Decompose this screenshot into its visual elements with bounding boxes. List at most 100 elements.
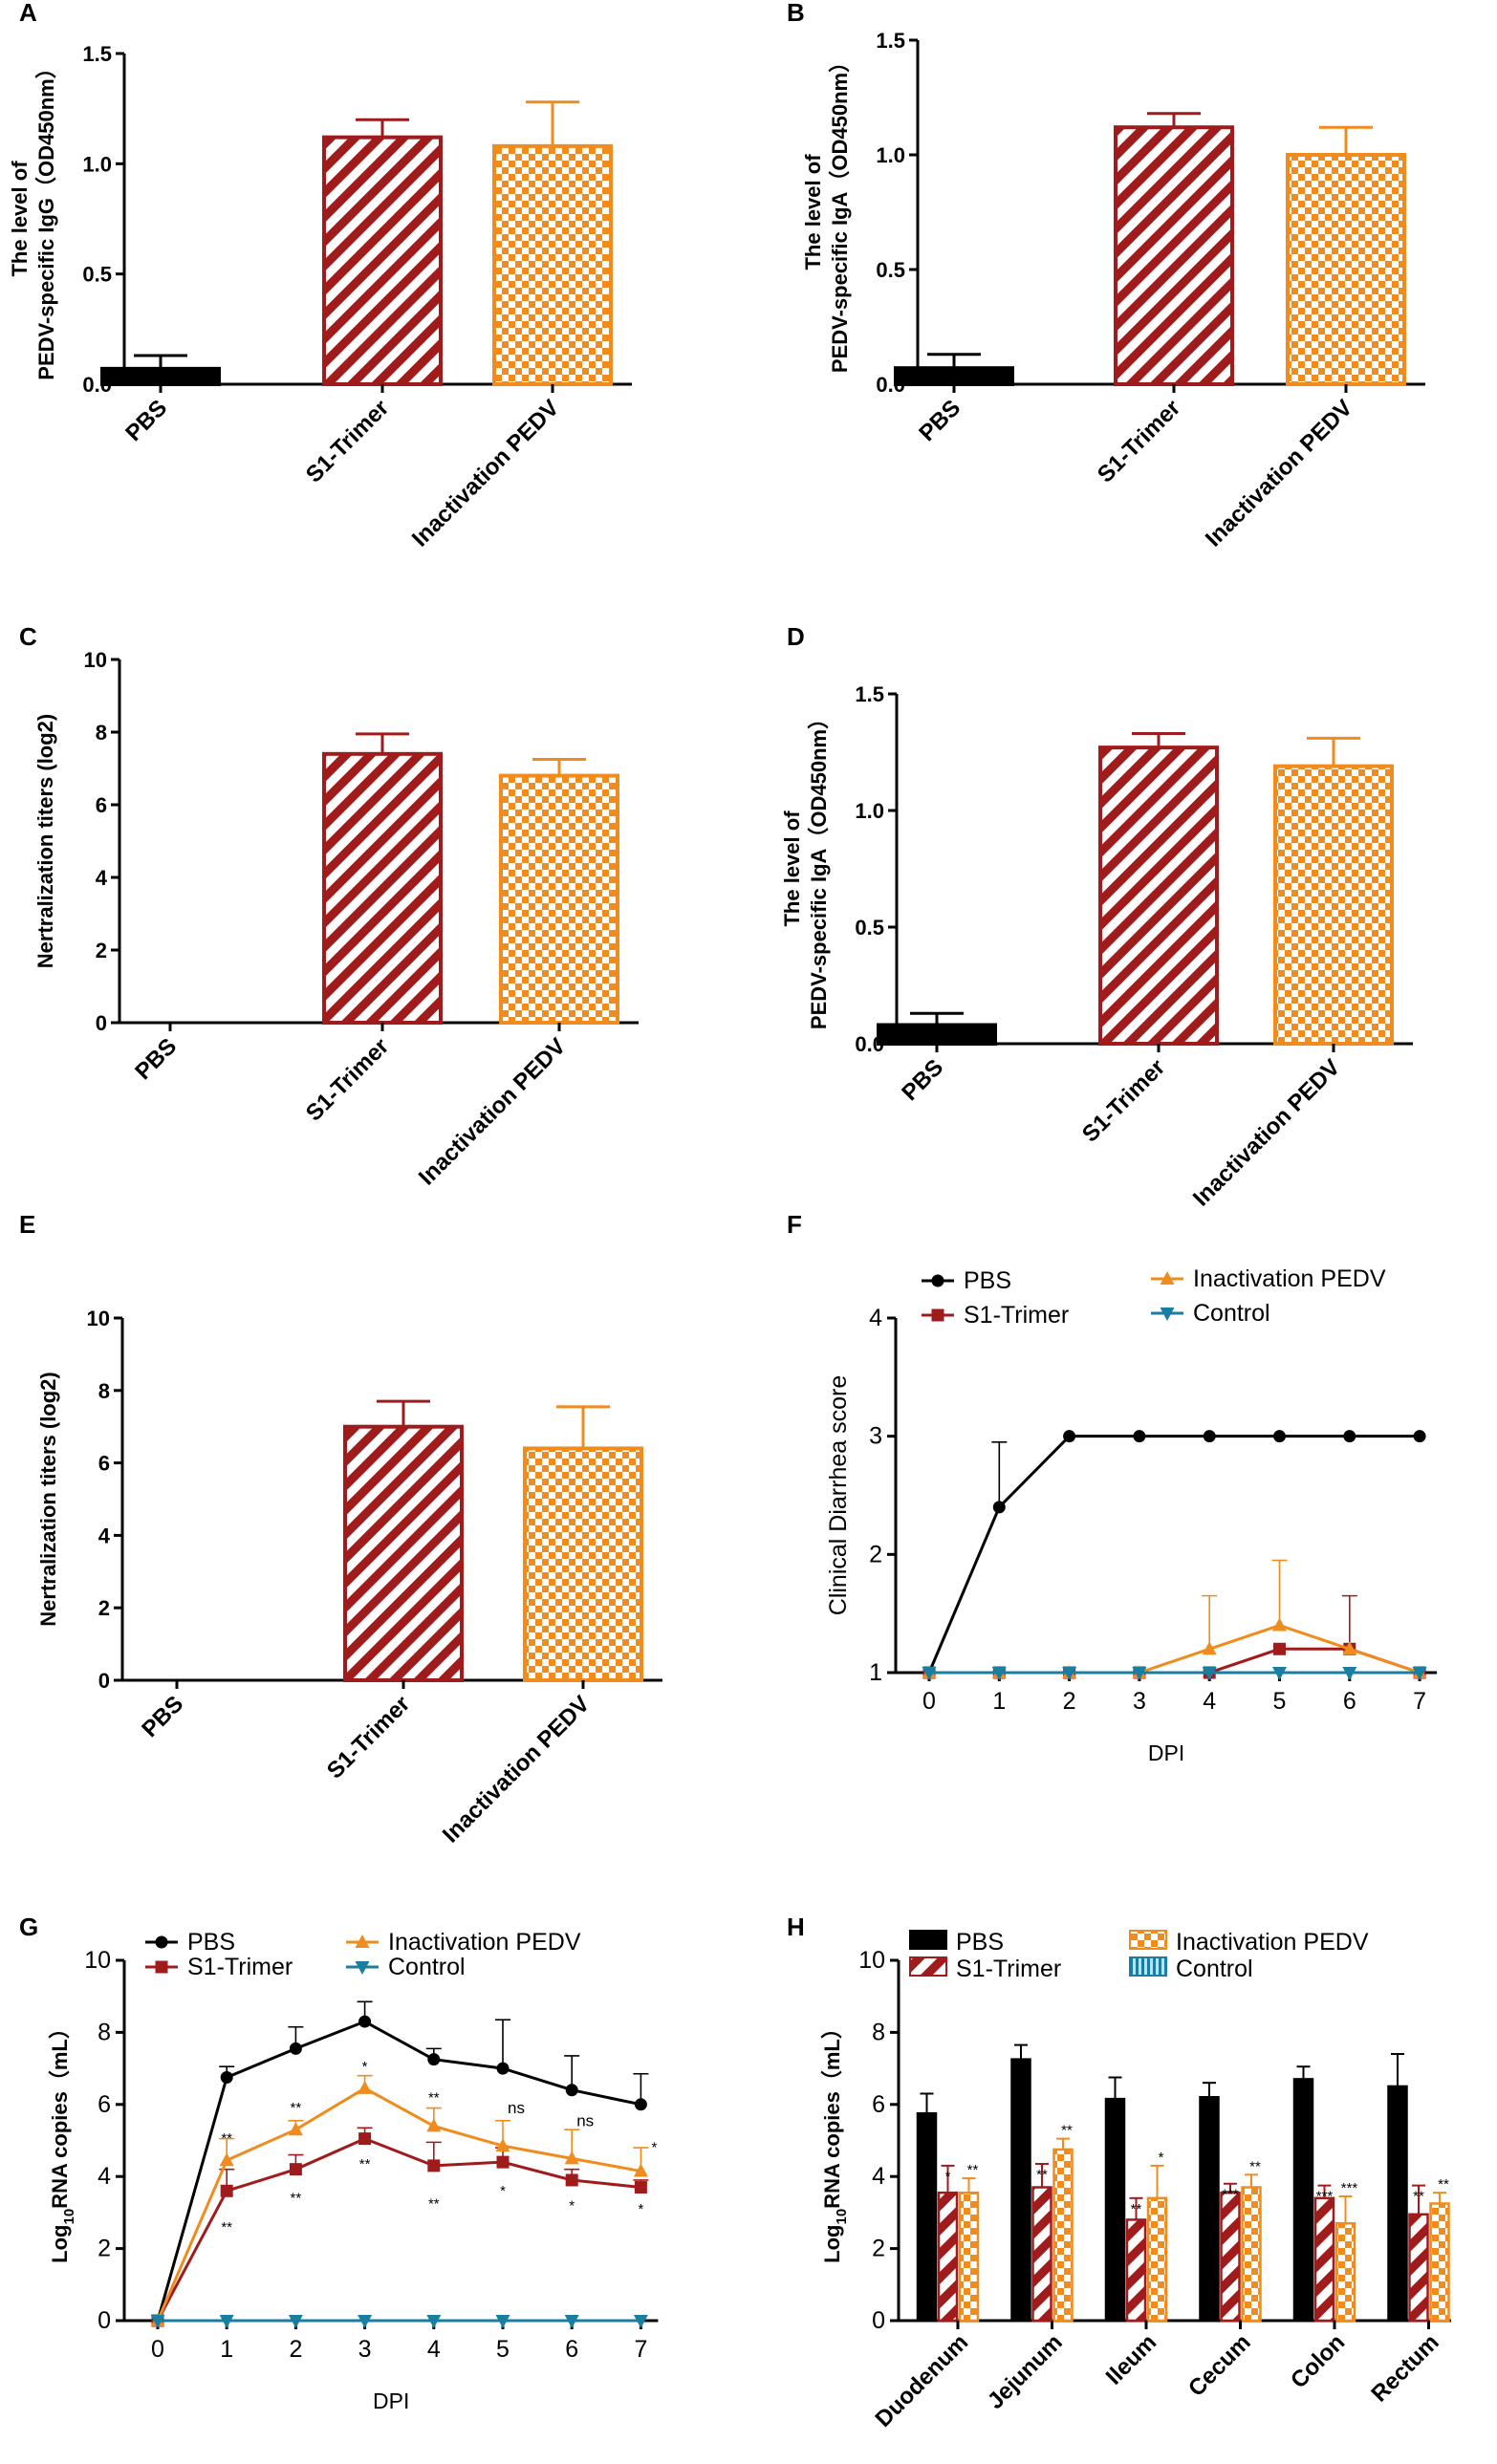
series-line	[156, 2020, 641, 2322]
x-tick-label: Inactivation PEDV	[1201, 395, 1357, 551]
significance-mark: ***	[1341, 2180, 1358, 2196]
y-label-main: Log	[48, 2225, 72, 2263]
marker-pbs	[634, 2098, 647, 2111]
marker-pbs	[1133, 1430, 1146, 1443]
y-tick-label: 10	[84, 648, 107, 672]
legend-swatch	[909, 1930, 947, 1950]
marker-inactivation-pedv	[1342, 1641, 1357, 1655]
panel-C: C 0 2 4 6 8 10 Nertralization titers (log2) PBS S…	[19, 622, 639, 1190]
marker-inactivation-pedv	[219, 2152, 234, 2167]
marker-control	[355, 1961, 370, 1975]
bar-s1-trimer	[1125, 2218, 1147, 2323]
bar-pbs	[1292, 2078, 1314, 2323]
y-tick-label: 1.5	[855, 682, 884, 706]
annotation-ns: ns	[576, 2111, 594, 2129]
x-tick-label: 4	[1203, 1688, 1216, 1715]
y-axis-label: Log10RNA copies（mL）	[48, 2018, 77, 2263]
panel-label: G	[19, 1913, 38, 1941]
marker-inactivation-pedv	[288, 2122, 303, 2136]
marker-control	[1132, 1667, 1147, 1680]
x-tick-label: S1-Trimer	[1077, 1054, 1170, 1147]
marker-control	[1272, 1667, 1287, 1680]
x-tick-label: Inactivation PEDV	[407, 395, 564, 551]
panel-F: F 1 2 3 4 0 1 2 3 4 5 6 7 DPI Clinical Diarrhea score P…	[787, 1210, 1438, 1765]
bar-pbs	[1104, 2097, 1126, 2323]
bar-s1-trimer	[322, 751, 443, 1025]
x-tick-label: PBS	[130, 1033, 182, 1085]
bar-s1-trimer	[1408, 2213, 1429, 2323]
panel-E: E 0 2 4 6 8 10 Nertralization titers (log2) PBS S…	[19, 1210, 662, 1848]
y-tick-label: 0.5	[876, 258, 905, 282]
x-tick-label: Inactivation PEDV	[1188, 1054, 1345, 1211]
bar-inactivation-pedv	[1334, 2221, 1356, 2323]
y-tick-label: 8	[96, 721, 107, 745]
x-tick-label: 1	[220, 2336, 233, 2363]
marker-s1-trimer	[155, 1960, 168, 1974]
marker-inactivation-pedv	[426, 2118, 442, 2132]
legend-label: PBS	[187, 1929, 235, 1956]
significance-mark: **	[1131, 2201, 1142, 2217]
marker-pbs	[155, 1935, 168, 1949]
bar-pbs	[1199, 2096, 1220, 2323]
bar-s1-trimer	[322, 135, 443, 387]
x-tick-label: 2	[289, 2336, 302, 2363]
series-inactivation-pedv	[922, 1559, 1427, 1678]
x-tick-label: PBS	[914, 395, 965, 446]
y-tick-label: 1.0	[876, 143, 905, 167]
marker-s1-trimer	[427, 2159, 441, 2172]
significance-mark: **	[967, 2162, 979, 2178]
y-tick-label: 0	[872, 2307, 885, 2334]
x-tick-label: 6	[1343, 1688, 1356, 1715]
x-tick-label: Ileum	[1101, 2329, 1161, 2389]
bar-pbs	[877, 1023, 997, 1046]
y-tick-label: 6	[98, 2091, 111, 2118]
x-tick-label: 5	[1273, 1688, 1287, 1715]
y-label-rest: RNA copies（mL）	[820, 2018, 844, 2209]
legend-label: PBS	[964, 1267, 1011, 1294]
bar-pbs	[916, 2111, 938, 2323]
series-control	[150, 2315, 648, 2328]
marker-pbs	[565, 2084, 578, 2097]
y-tick-label: 3	[869, 1423, 882, 1450]
marker-inactivation-pedv	[564, 2151, 579, 2165]
significance-mark: **	[1036, 2167, 1048, 2183]
y-axis-label: Nertralization titers (log2)	[33, 714, 57, 968]
bar-inactivation-pedv	[1429, 2202, 1450, 2323]
y-tick-label: 8	[98, 1379, 110, 1403]
bar-pbs	[100, 366, 221, 386]
marker-pbs	[427, 2053, 441, 2066]
x-tick-label: PBS	[897, 1054, 948, 1106]
x-tick-label: 6	[565, 2336, 578, 2363]
marker-pbs	[358, 2015, 372, 2028]
x-tick-label: PBS	[137, 1691, 188, 1742]
bar-inactivation-pedv	[1052, 2148, 1074, 2323]
significance-mark: *	[362, 2059, 368, 2075]
marker-control	[1202, 1667, 1217, 1680]
y-tick-label: 0	[98, 2307, 111, 2334]
y-label-rest: RNA copies（mL）	[48, 2018, 72, 2209]
significance-mark: **	[428, 2195, 440, 2212]
y-tick-label: 1	[869, 1659, 882, 1686]
legend-swatch	[909, 1956, 947, 1977]
significance-mark: **	[428, 2090, 440, 2107]
significance-mark: *	[569, 2197, 575, 2214]
marker-control	[1062, 1667, 1077, 1680]
legend-label: Control	[388, 1954, 466, 1980]
legend-label: Control	[1176, 1956, 1253, 1982]
y-tick-label: 1.5	[876, 29, 905, 53]
series-line	[927, 1435, 1421, 1674]
significance-mark: ***	[1222, 2187, 1239, 2203]
marker-s1-trimer	[931, 1308, 944, 1322]
marker-pbs	[1063, 1430, 1076, 1443]
y-tick-label: 6	[96, 793, 107, 817]
y-axis-label-line: PEDV-specific IgA（OD450nm）	[807, 708, 831, 1029]
y-tick-label: 4	[98, 2163, 111, 2190]
y-tick-label: 6	[98, 1452, 110, 1476]
legend-label: S1-Trimer	[187, 1954, 293, 1980]
x-tick-label: S1-Trimer	[1093, 395, 1185, 487]
significance-mark: *	[500, 2183, 506, 2199]
y-tick-label: 4	[96, 866, 108, 890]
y-tick-label: 2	[872, 2236, 885, 2262]
